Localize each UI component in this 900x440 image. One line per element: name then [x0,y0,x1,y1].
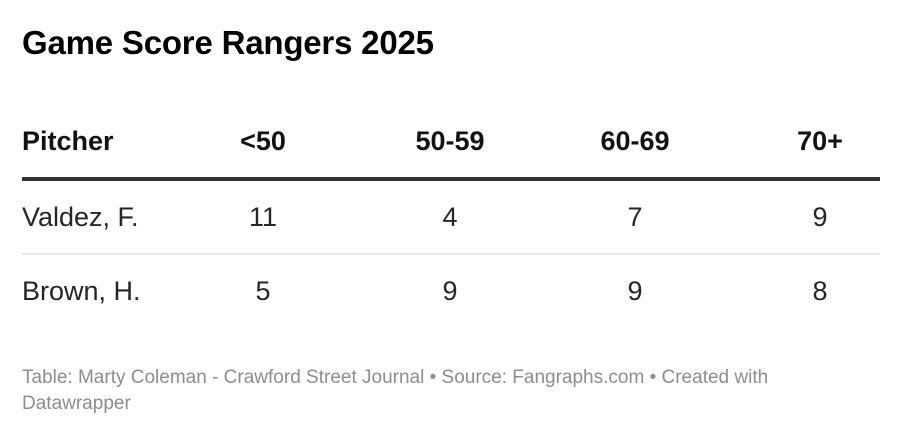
page-title: Game Score Rangers 2025 [22,24,434,61]
column-header-60-69: 60-69 [510,105,760,181]
value-cell: 11 [136,179,390,255]
column-header-70: 70+ [760,105,880,181]
table-row-brown-h: Brown, H. 5 9 9 8 [22,254,880,327]
value-cell: 5 [255,275,271,306]
pitcher-name-cell: Valdez, F. [22,179,139,255]
column-header-50-59: 50-59 [390,105,510,181]
table-row-valdez-f: Valdez, F. 11 4 7 9 [22,179,880,255]
attribution-footer: Table: Marty Coleman - Crawford Street J… [22,365,880,417]
attribution-line-1: Table: Marty Coleman - Crawford Street J… [22,367,769,388]
table-card: Game Score Rangers 2025 Pitcher <50 50-59 6… [0,23,900,417]
value-cell: 9 [760,179,880,255]
column-header-pitcher: Pitcher [22,105,136,181]
pitcher-name-cell: Brown, H. [22,275,141,306]
column-header-50: <50 [136,105,390,181]
value-cell: 7 [510,179,760,255]
value-cell: 9 [627,275,643,306]
table-header: Pitcher <50 50-59 60-69 70+ [22,105,880,181]
attribution-line-2: Datawrapper [22,393,131,414]
header-row: Pitcher <50 50-59 60-69 70+ [22,105,880,181]
table-body: Valdez, F. 11 4 7 9 Brown, H. 5 9 9 8 [22,179,880,327]
value-cell: 8 [812,275,828,306]
value-cell: 9 [442,275,458,306]
game-score-table: Pitcher <50 50-59 60-69 70+ Valdez, F. 11 4 7 9 B… [22,105,880,327]
value-cell: 4 [390,179,510,255]
